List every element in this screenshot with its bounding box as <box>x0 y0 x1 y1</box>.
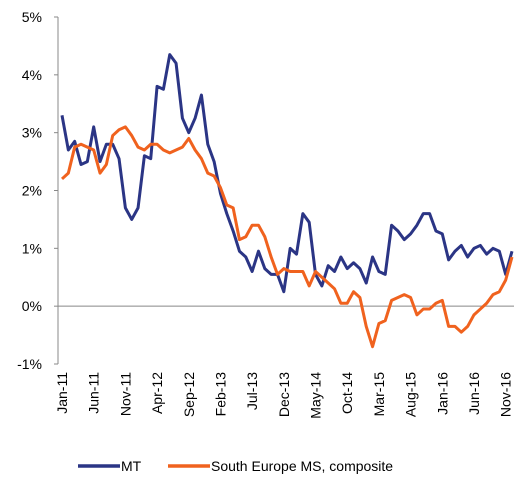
y-tick-label: 4% <box>22 67 42 83</box>
series-line <box>60 53 514 294</box>
y-tick-label: 1% <box>22 240 42 256</box>
x-tick-label: Mar-15 <box>371 372 387 417</box>
x-tick-label: Oct-14 <box>339 372 355 414</box>
legend-label: South Europe MS, composite <box>211 458 393 474</box>
legend-label: MT <box>121 458 142 474</box>
x-tick-label: Jul-13 <box>244 372 260 410</box>
x-tick-label: Aug-15 <box>403 372 419 417</box>
x-tick-label: Jan-16 <box>434 372 450 415</box>
x-tick-label: Jun-11 <box>86 372 102 414</box>
x-tick-label: Nov-11 <box>117 372 133 416</box>
x-tick-label: Jan-11 <box>54 372 70 414</box>
y-tick-label: 0% <box>22 298 42 314</box>
y-tick-label: 3% <box>22 125 42 141</box>
x-tick-label: Feb-13 <box>212 372 228 417</box>
x-tick-label: Sep-12 <box>181 372 197 417</box>
x-tick-label: Jun-16 <box>466 372 482 415</box>
x-tick-label: Nov-16 <box>498 372 514 417</box>
x-tick-label: Dec-13 <box>276 372 292 417</box>
x-tick-label: May-14 <box>308 372 324 419</box>
series-line <box>60 125 514 349</box>
y-tick-label: 5% <box>22 9 42 25</box>
y-tick-label: -1% <box>17 356 42 372</box>
x-tick-label: Apr-12 <box>149 372 165 414</box>
y-tick-label: 2% <box>22 183 42 199</box>
